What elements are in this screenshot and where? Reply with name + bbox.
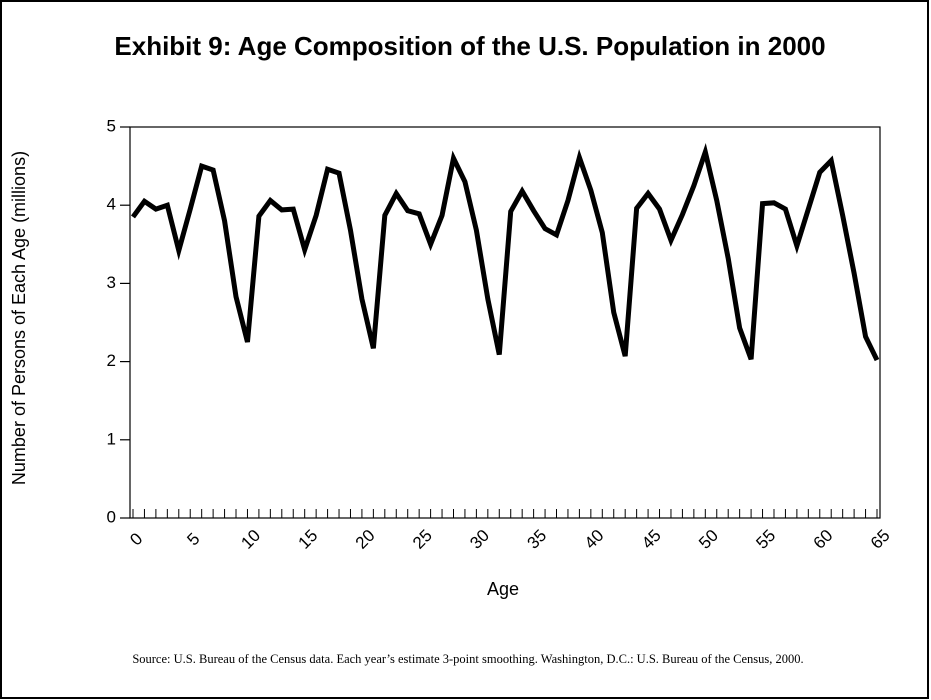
y-tick-label: 0 [107, 507, 116, 526]
y-tick-label: 5 [107, 116, 116, 135]
plot-area [129, 126, 881, 519]
y-tick-label: 1 [107, 429, 116, 448]
y-axis-label: Number of Persons of Each Age (millions) [9, 151, 29, 485]
source-note: Source: U.S. Bureau of the Census data. … [132, 652, 803, 666]
y-tick-label: 2 [107, 351, 116, 370]
y-tick-label: 3 [107, 273, 116, 292]
data-line [130, 142, 880, 362]
y-tick-label: 4 [107, 195, 116, 214]
chart-title: Exhibit 9: Age Composition of the U.S. P… [114, 31, 825, 61]
x-axis-label: Age [487, 579, 519, 599]
